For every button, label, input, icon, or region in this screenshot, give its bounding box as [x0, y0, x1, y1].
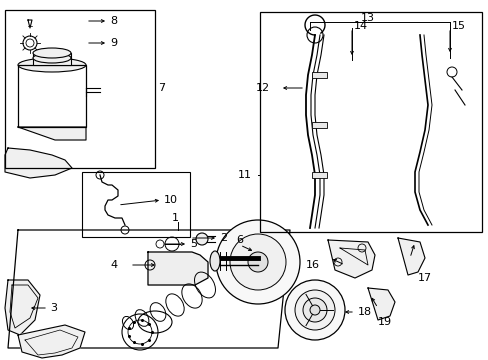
Polygon shape — [5, 280, 40, 335]
Bar — [311, 172, 326, 178]
Circle shape — [294, 290, 334, 330]
Circle shape — [309, 305, 319, 315]
Circle shape — [285, 280, 345, 340]
Bar — [311, 122, 326, 128]
Bar — [82, 172, 190, 237]
Text: 14: 14 — [353, 21, 367, 31]
Polygon shape — [18, 325, 85, 358]
Text: 16: 16 — [305, 260, 319, 270]
Polygon shape — [327, 240, 374, 278]
Text: 7: 7 — [158, 83, 165, 93]
Text: 3: 3 — [50, 303, 57, 313]
Text: 8: 8 — [110, 16, 117, 26]
Text: 10: 10 — [163, 195, 178, 205]
Circle shape — [303, 298, 326, 322]
Text: 19: 19 — [377, 317, 391, 327]
Ellipse shape — [18, 58, 86, 72]
Bar — [33, 53, 71, 65]
Circle shape — [247, 252, 267, 272]
Text: 18: 18 — [357, 307, 371, 317]
Text: 4: 4 — [111, 260, 118, 270]
Text: 5: 5 — [190, 239, 197, 249]
Ellipse shape — [33, 48, 71, 58]
Text: 11: 11 — [238, 170, 251, 180]
Polygon shape — [18, 127, 86, 140]
Text: 13: 13 — [360, 13, 374, 23]
Bar — [18, 65, 86, 127]
Text: 9: 9 — [110, 38, 117, 48]
Circle shape — [196, 233, 207, 245]
Ellipse shape — [33, 53, 71, 63]
Text: 12: 12 — [255, 83, 269, 93]
Polygon shape — [397, 238, 424, 275]
Text: 6: 6 — [236, 235, 243, 245]
Text: 15: 15 — [451, 21, 465, 31]
Ellipse shape — [209, 251, 220, 271]
Polygon shape — [5, 148, 72, 178]
Text: 17: 17 — [417, 273, 431, 283]
Text: 1: 1 — [171, 213, 178, 223]
Bar — [260, 12, 481, 232]
Circle shape — [216, 220, 299, 304]
Circle shape — [229, 234, 285, 290]
Polygon shape — [148, 252, 207, 285]
Polygon shape — [367, 288, 394, 320]
Bar — [311, 72, 326, 78]
Text: 2: 2 — [220, 233, 226, 243]
Bar — [5, 10, 155, 168]
